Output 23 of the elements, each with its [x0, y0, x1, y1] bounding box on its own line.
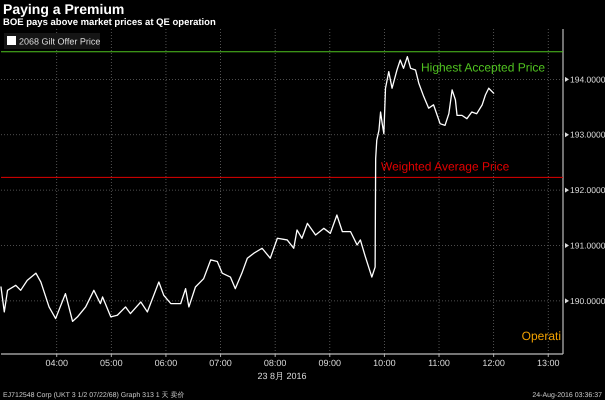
x-axis-title: 23 8月 2016 [257, 371, 307, 381]
x-tick-label: 09:00 [318, 358, 342, 368]
y-tick-label: 190.0000 [570, 296, 605, 306]
y-tick-label: 192.0000 [570, 185, 605, 196]
x-tick-label: 10:00 [373, 358, 396, 368]
x-tick-label: 04:00 [45, 358, 68, 368]
x-tick-label: 08:00 [264, 358, 286, 368]
x-tick-label: 12:00 [482, 358, 505, 368]
ref-line-label: Highest Accepted Price [421, 60, 546, 75]
y-tick-label: 191.0000 [570, 240, 605, 250]
annotation: Operati [522, 329, 561, 343]
y-tick-label: 193.0000 [570, 130, 605, 140]
chart-subtitle: BOE pays above market prices at QE operation [3, 17, 216, 28]
y-tick-label: 194.0000 [570, 74, 605, 84]
legend-label: 2068 Gilt Offer Price [19, 36, 100, 46]
x-tick-label: 11:00 [428, 358, 450, 368]
x-tick-label: 06:00 [154, 358, 178, 368]
chart-title: Paying a Premium [3, 1, 124, 17]
x-tick-label: 05:00 [100, 358, 123, 368]
x-tick-label: 07:00 [209, 358, 232, 368]
ref-line-label: Weighted Average Price [381, 159, 510, 174]
legend: 2068 Gilt Offer Price [4, 33, 100, 49]
x-tick-label: 13:00 [536, 358, 560, 368]
